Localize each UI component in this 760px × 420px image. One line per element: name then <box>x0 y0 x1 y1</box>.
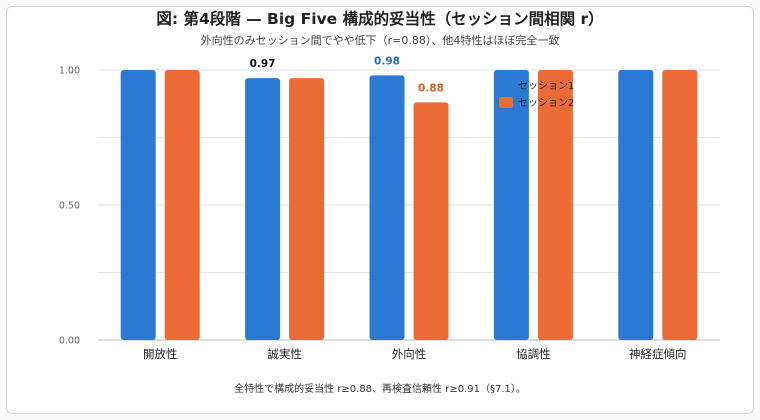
bar-協調性-s2 <box>537 70 573 340</box>
data-label-1: 0.98 <box>374 55 400 67</box>
bar-誠実性-s1 <box>245 78 281 340</box>
legend-swatch-1 <box>499 80 513 91</box>
bars-layer <box>120 70 698 341</box>
x-tick-label-3: 協調性 <box>516 347 551 361</box>
bar-開放性-s2 <box>164 70 200 340</box>
bar-誠実性-s2 <box>289 78 325 340</box>
bar-外向性-s2 <box>413 102 449 341</box>
bar-神経症傾向-s1 <box>618 70 654 340</box>
x-tick-label-4: 神経症傾向 <box>629 347 687 361</box>
chart-title: 図: 第4段階 — Big Five 構成的妥当性（セッション間相関 r） <box>156 9 603 28</box>
x-tick-labels: 開放性 誠実性 外向性 協調性 神経症傾向 <box>143 347 687 361</box>
legend: セッション1 セッション2 <box>499 80 574 109</box>
bar-開放性-s1 <box>120 70 156 340</box>
y-tick-label-2: 1.00 <box>59 66 80 77</box>
x-tick-label-2: 外向性 <box>392 347 427 361</box>
legend-swatch-2 <box>499 97 513 108</box>
x-tick-label-0: 開放性 <box>143 347 178 361</box>
chart-footer: 全特性で構成的妥当性 r≥0.88、再検査信頼性 r≥0.91（§7.1）。 <box>234 382 526 395</box>
chart-subtitle: 外向性のみセッション間でやや低下（r=0.88）、他4特性はほぼ完全一致 <box>201 33 560 47</box>
data-label-0: 0.97 <box>250 58 276 70</box>
y-tick-labels: 0.00 0.50 1.00 <box>59 66 80 347</box>
data-label-2: 0.88 <box>418 82 444 94</box>
bar-神経症傾向-s2 <box>662 70 698 340</box>
legend-label-2: セッション2 <box>518 97 574 109</box>
legend-label-1: セッション1 <box>518 80 574 92</box>
y-tick-label-0: 0.00 <box>59 336 80 347</box>
y-tick-label-1: 0.50 <box>59 201 80 212</box>
grid-layer <box>98 69 720 341</box>
data-labels: 0.97 0.98 0.88 <box>250 55 444 94</box>
bar-外向性-s1 <box>369 75 405 341</box>
bar-協調性-s1 <box>493 70 529 340</box>
x-tick-label-1: 誠実性 <box>267 347 302 361</box>
